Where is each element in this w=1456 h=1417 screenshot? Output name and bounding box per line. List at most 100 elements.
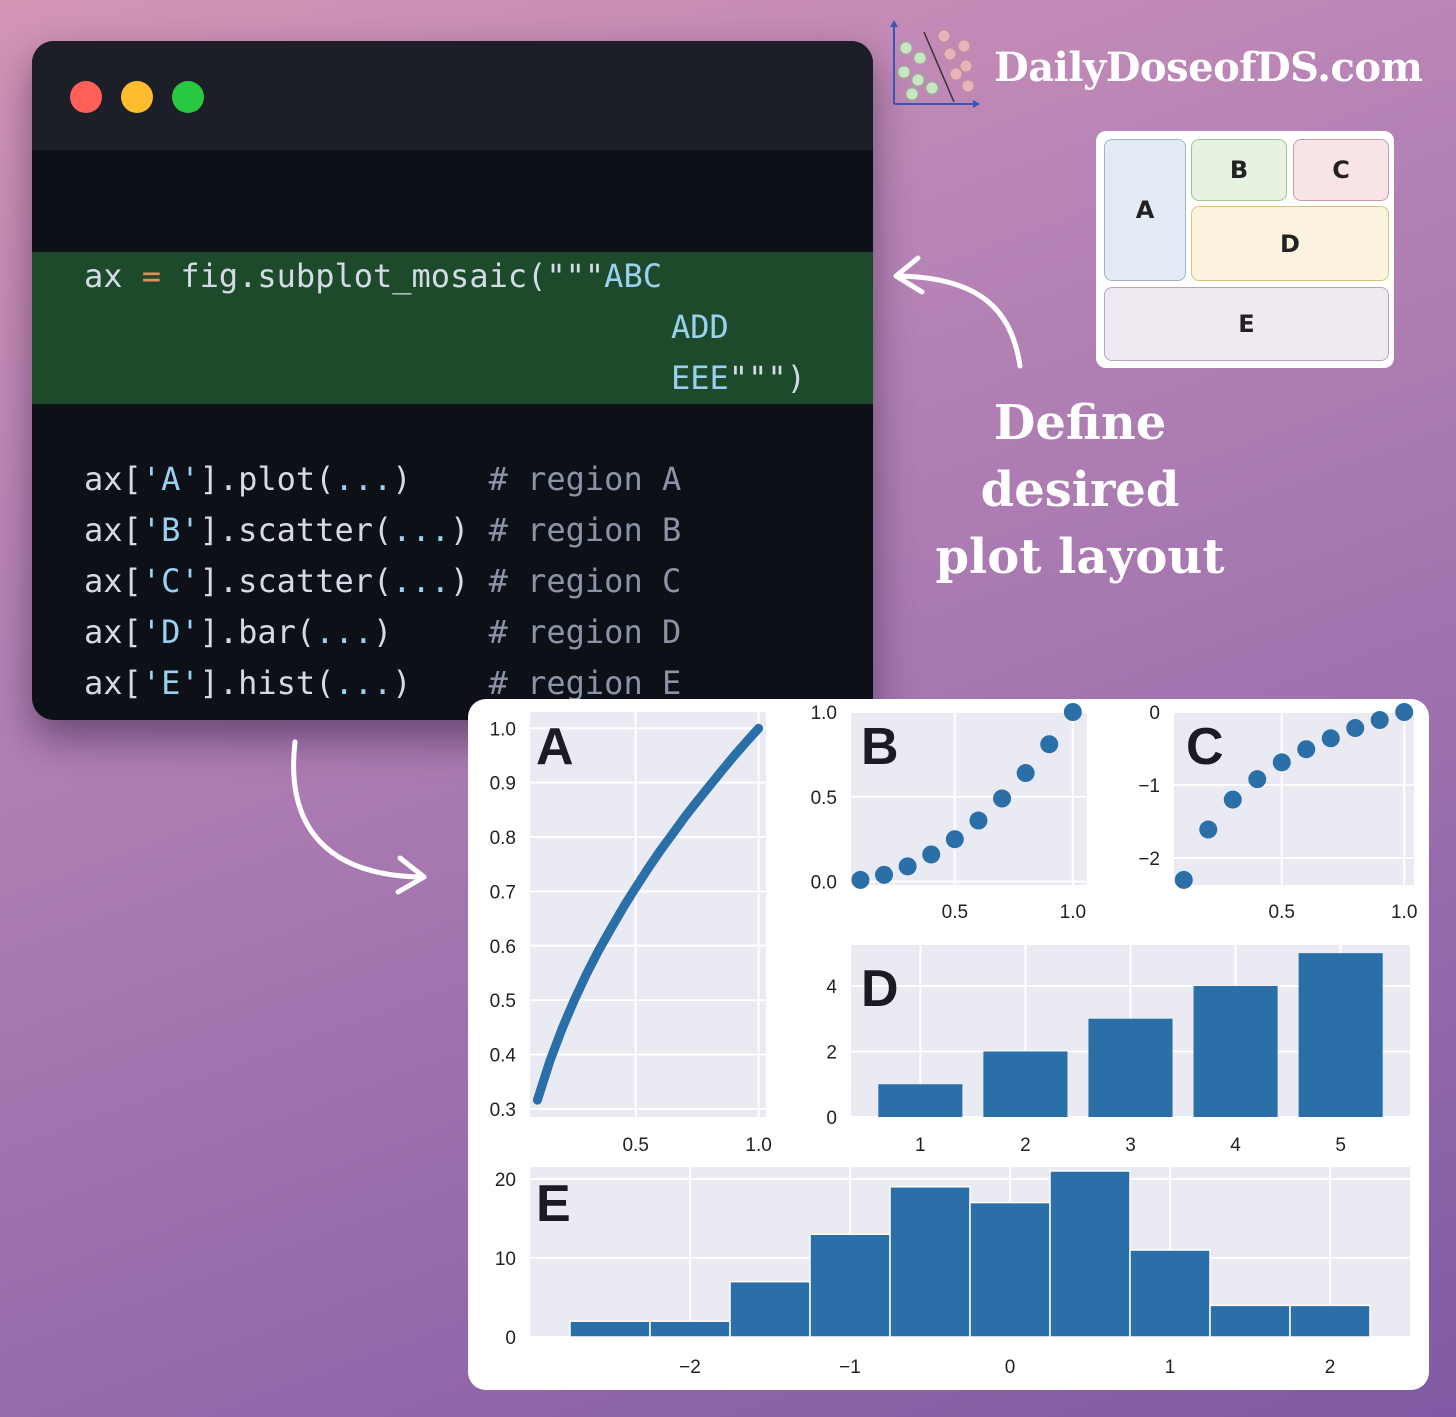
- scatter-plot-logo-icon: [890, 20, 980, 108]
- scatter-point: [922, 845, 941, 864]
- bar: [983, 1051, 1068, 1117]
- code-token: EEE: [671, 359, 729, 397]
- code-token: """: [546, 257, 605, 295]
- y-tick-label: 1.0: [490, 719, 516, 740]
- histogram-bar: [809, 1233, 891, 1338]
- code-token: ): [392, 664, 412, 702]
- scatter-point: [1174, 870, 1193, 889]
- code-token: ].plot(: [199, 460, 335, 498]
- scatter-point: [1297, 740, 1316, 759]
- y-tick-label: 0.3: [490, 1100, 516, 1121]
- code-token: ax[: [84, 511, 142, 549]
- axes-background: [530, 712, 766, 1117]
- bar: [1298, 953, 1383, 1117]
- histogram-bar: [1209, 1304, 1291, 1338]
- x-tick-label: −2: [679, 1357, 701, 1378]
- x-tick-label: 1.0: [1060, 902, 1086, 923]
- code-token: ): [450, 562, 470, 600]
- histogram-bar: [729, 1280, 811, 1338]
- code-token: """: [728, 359, 787, 397]
- arrow-to-plot-head: [395, 855, 427, 895]
- histogram-bar: [1129, 1249, 1211, 1338]
- series-line: [532, 723, 764, 1105]
- code-token: ADD: [671, 308, 729, 346]
- scatter-point: [969, 811, 988, 830]
- arrow-to-code: [897, 273, 1023, 369]
- scatter-point: [1016, 764, 1035, 783]
- y-tick-label: 1.0: [811, 703, 837, 724]
- histogram-bar: [649, 1320, 731, 1338]
- code-token: ): [450, 511, 470, 549]
- layout-cell-a: A: [1104, 139, 1186, 281]
- code-token: ax: [84, 257, 123, 295]
- scatter-point: [1395, 703, 1414, 721]
- caption-line: plot layout: [935, 529, 1225, 585]
- histogram-bar: [569, 1320, 651, 1338]
- code-token: ].hist(: [199, 664, 335, 702]
- code-line-call: ax['D'].bar(...) # region D: [84, 613, 681, 651]
- scatter-point: [1040, 735, 1059, 754]
- y-tick-label: 0.5: [811, 788, 837, 809]
- scatter-point: [1223, 790, 1242, 809]
- x-tick-label: 5: [1335, 1135, 1346, 1156]
- brand-name: DailyDoseofDS.com: [994, 44, 1423, 91]
- layout-cell-c: C: [1293, 139, 1389, 201]
- code-line-call: ax['B'].scatter(...) # region B: [84, 511, 681, 549]
- histogram-bar: [889, 1186, 971, 1338]
- layout-cell-e: E: [1104, 287, 1389, 361]
- code-token: 'B': [141, 511, 200, 549]
- subplot-e: 0 10 20 −2 −1 0 1 2 E: [495, 1167, 1410, 1378]
- y-tick-label: −2: [1138, 849, 1160, 870]
- maximize-window-button[interactable]: [172, 81, 204, 113]
- code-token: ].scatter(: [199, 562, 393, 600]
- y-tick-label: 0.8: [490, 828, 516, 849]
- x-tick-label: 2: [1020, 1135, 1031, 1156]
- subplot-label: A: [536, 718, 574, 776]
- code-token: ...: [392, 511, 451, 549]
- scatter-point: [875, 865, 894, 884]
- code-token: ...: [392, 562, 451, 600]
- bar: [1193, 985, 1278, 1117]
- scatter-point: [993, 789, 1012, 808]
- code-line-call: ax['E'].hist(...) # region E: [84, 664, 681, 702]
- y-tick-label: 20: [495, 1170, 516, 1191]
- code-token: # region E: [488, 664, 682, 702]
- code-token: ].bar(: [199, 613, 316, 651]
- code-token: [412, 460, 489, 498]
- caption-line: Define desired: [980, 395, 1180, 518]
- code-token: ax[: [84, 664, 142, 702]
- y-tick-label: −1: [1138, 776, 1160, 797]
- minimize-window-button[interactable]: [121, 81, 153, 113]
- y-tick-label: 0.0: [811, 873, 837, 894]
- code-token: ].scatter(: [199, 511, 393, 549]
- code-token: fig.subplot_mosaic(: [180, 257, 547, 295]
- scatter-point: [1321, 729, 1340, 748]
- layout-cell-b: B: [1191, 139, 1287, 201]
- code-token: ...: [334, 664, 393, 702]
- code-token: ax[: [84, 460, 142, 498]
- subplot-label: D: [861, 960, 899, 1018]
- y-tick-label: 10: [495, 1249, 516, 1270]
- x-tick-label: 0.5: [942, 902, 968, 923]
- code-token: # region A: [488, 460, 682, 498]
- x-tick-label: 0: [1005, 1357, 1016, 1378]
- close-window-button[interactable]: [70, 81, 102, 113]
- subplot-b: 0.0 0.5 1.0 0.5 1.0 B: [811, 703, 1087, 923]
- y-tick-label: 0.7: [490, 882, 516, 903]
- layout-cell-d: D: [1191, 206, 1389, 281]
- code-line-mosaic-end: EEE"""): [671, 359, 806, 397]
- code-token: # region C: [488, 562, 682, 600]
- scatter-point: [1370, 711, 1389, 730]
- bar: [878, 1084, 963, 1117]
- arrow-to-code-head: [893, 255, 925, 295]
- y-tick-label: 2: [826, 1042, 837, 1063]
- code-token: 'A': [141, 460, 200, 498]
- highlighted-code-block: [32, 252, 873, 404]
- x-tick-label: −1: [839, 1357, 861, 1378]
- figure-canvas: 0.3 0.4 0.5 0.6 0.7 0.8 0.9 1.0 0.5 1.0 A 0.0 0.5 1.0…: [490, 703, 1417, 1378]
- y-tick-label: 0: [505, 1328, 516, 1349]
- x-tick-label: 1.0: [1391, 902, 1417, 923]
- code-line-call: ax['C'].scatter(...) # region C: [84, 562, 681, 600]
- y-tick-label: 0: [826, 1108, 837, 1129]
- y-tick-label: 0.4: [490, 1045, 517, 1066]
